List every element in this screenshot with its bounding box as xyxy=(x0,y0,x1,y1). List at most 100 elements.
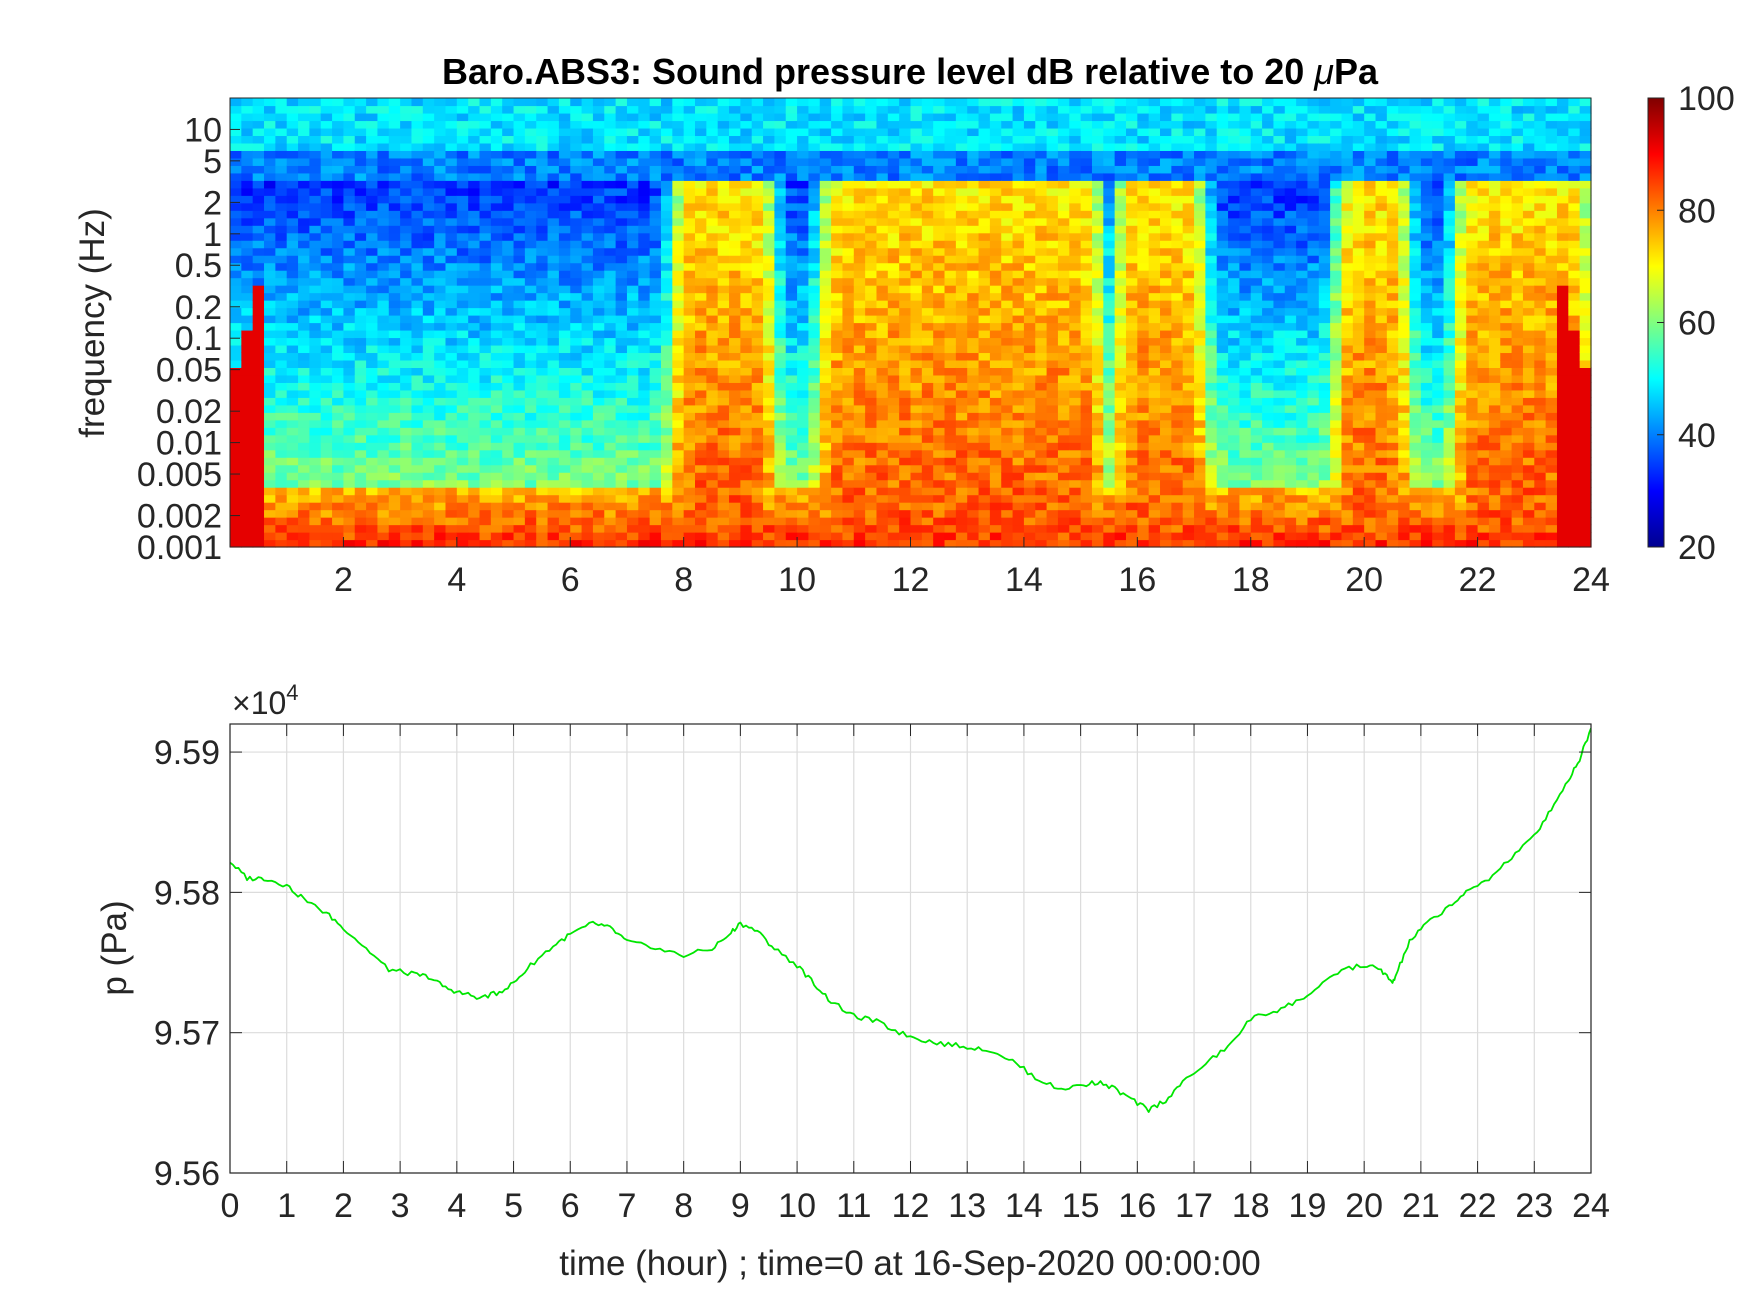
spectrogram-cell xyxy=(1080,157,1093,166)
spectrogram-cell xyxy=(1057,142,1070,151)
spectrogram-cell xyxy=(1069,539,1082,548)
spectrogram-cell xyxy=(899,217,912,226)
spectrogram-cell xyxy=(513,307,526,316)
spectrogram-cell xyxy=(377,539,390,548)
spectrogram-cell xyxy=(717,180,730,189)
spectrogram-cell xyxy=(502,539,515,548)
spectrogram-cell xyxy=(638,165,651,174)
spectrogram-cell xyxy=(502,337,515,346)
spectrogram-cell xyxy=(456,487,469,496)
spectrogram-cell xyxy=(1114,532,1127,541)
spectrogram-cell xyxy=(1080,509,1093,518)
spectrogram-cell xyxy=(377,374,390,383)
spectrogram-cell xyxy=(933,419,946,428)
spectrogram-cell xyxy=(479,464,492,473)
spectrogram-cell xyxy=(740,112,753,122)
spectrogram-cell xyxy=(1160,359,1172,368)
spectrogram-cell xyxy=(1012,157,1025,166)
spectrogram-cell xyxy=(615,157,628,166)
spectrogram-cell xyxy=(456,105,469,114)
spectrogram-cell xyxy=(1069,374,1082,383)
spectrogram-cell xyxy=(876,352,889,361)
spectrogram-cell xyxy=(332,532,345,541)
spectrogram-cell xyxy=(524,494,537,503)
spectrogram-cell xyxy=(865,532,878,541)
spectrogram-cell xyxy=(343,344,356,354)
spectrogram-cell xyxy=(842,359,855,368)
spectrogram-cell xyxy=(717,210,730,219)
spectrogram-cell xyxy=(230,112,242,122)
spectrogram-cell xyxy=(989,315,1002,324)
spectrogram-cell xyxy=(422,382,435,391)
spectrogram-cell xyxy=(887,232,900,241)
spectrogram-cell xyxy=(1023,157,1036,166)
spectrogram-cell xyxy=(241,285,254,294)
spectrogram-cell xyxy=(400,232,413,241)
spectrogram-cell xyxy=(570,217,583,226)
spectrogram-cell xyxy=(230,157,242,166)
spectrogram-cell xyxy=(513,195,526,204)
spectrogram-cell xyxy=(434,98,447,107)
spectrogram-cell xyxy=(490,240,503,249)
spectrogram-cell xyxy=(638,105,651,114)
spectrogram-cell xyxy=(989,112,1002,122)
spectrogram-cell xyxy=(944,502,957,511)
spectrogram-cell xyxy=(797,389,810,398)
spectrogram-cell xyxy=(740,329,753,339)
spectrogram-cell xyxy=(422,225,435,234)
spectrogram-cell xyxy=(592,517,605,526)
spectrogram-cell xyxy=(275,120,288,129)
spectrogram-cell xyxy=(921,509,934,518)
spectrogram-cell xyxy=(354,98,367,107)
spectrogram-cell xyxy=(785,315,798,324)
spectrogram-cell xyxy=(604,210,617,219)
spectrogram-cell xyxy=(456,187,469,196)
spectrogram-cell xyxy=(615,494,628,503)
spectrogram-cell xyxy=(592,262,605,271)
spectrogram-cell xyxy=(468,532,481,541)
spectrogram-cell xyxy=(853,532,866,541)
spectrogram-cell xyxy=(660,277,673,286)
spectrogram-cell xyxy=(524,344,537,354)
spectrogram-cell xyxy=(887,195,900,204)
spectrogram-cell xyxy=(479,404,492,413)
spectrogram-cell xyxy=(354,329,367,339)
spectrogram-cell xyxy=(343,262,356,271)
spectrogram-cell xyxy=(626,285,639,294)
spectrogram-cell xyxy=(933,457,946,466)
spectrogram-cell xyxy=(729,472,741,481)
spectrogram-cell xyxy=(717,389,730,398)
spectrogram-cell xyxy=(264,135,276,144)
spectrogram-cell xyxy=(910,487,923,496)
spectrogram-cell xyxy=(978,307,991,316)
spectrogram-cell xyxy=(706,307,719,316)
spectrogram-cell xyxy=(1012,322,1025,331)
spectrogram-cell xyxy=(343,300,356,309)
spectrogram-cell xyxy=(910,300,923,309)
spectrogram-cell xyxy=(695,240,707,249)
spectrogram-cell xyxy=(581,419,594,428)
spectrogram-cell xyxy=(275,472,288,481)
spectrogram-cell xyxy=(422,389,435,398)
spectrogram-cell xyxy=(286,359,299,368)
spectrogram-cell xyxy=(672,210,685,219)
spectrogram-cell xyxy=(876,404,889,413)
spectrogram-cell xyxy=(366,359,379,368)
spectrogram-cell xyxy=(502,329,515,339)
spectrogram-cell xyxy=(286,449,299,458)
spectrogram-cell xyxy=(388,449,401,458)
spectrogram-cell xyxy=(1035,479,1048,488)
spectrogram-cell xyxy=(445,434,458,443)
spectrogram-cell xyxy=(479,374,492,383)
spectrogram-cell xyxy=(230,449,242,458)
spectrogram-cell xyxy=(354,344,367,354)
spectrogram-cell xyxy=(989,329,1002,339)
spectrogram-cell xyxy=(1035,419,1048,428)
spectrogram-cell xyxy=(910,517,923,526)
spectrogram-cell xyxy=(581,232,594,241)
spectrogram-cell xyxy=(683,247,696,256)
spectrogram-cell xyxy=(456,374,469,383)
spectrogram-cell xyxy=(865,352,878,361)
spectrogram-cell xyxy=(695,165,707,174)
spectrogram-cell xyxy=(309,247,322,256)
